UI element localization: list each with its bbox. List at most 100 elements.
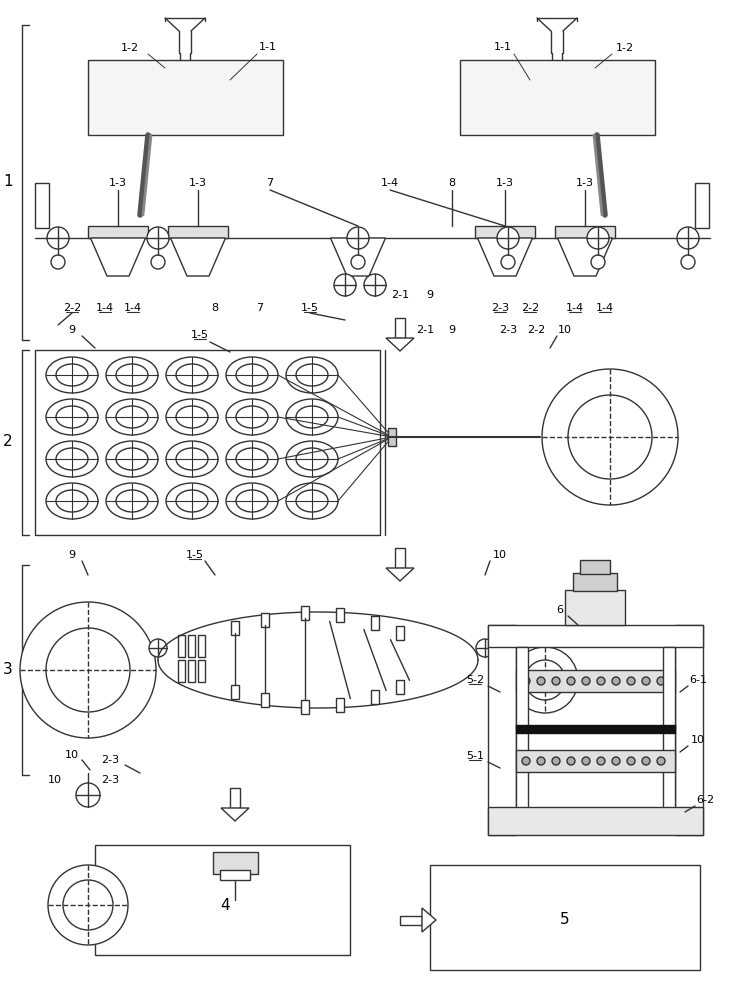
Text: 1-5: 1-5 <box>301 303 319 313</box>
Bar <box>35 350 380 535</box>
Circle shape <box>627 757 635 765</box>
Text: 2-1: 2-1 <box>391 290 409 300</box>
Text: 7: 7 <box>267 178 273 188</box>
Circle shape <box>567 757 575 765</box>
Circle shape <box>542 369 678 505</box>
Circle shape <box>364 274 386 296</box>
Circle shape <box>597 757 605 765</box>
Bar <box>488 807 703 835</box>
Text: 10: 10 <box>65 750 79 760</box>
Circle shape <box>522 757 530 765</box>
Text: 9: 9 <box>69 550 75 560</box>
Text: 2-1: 2-1 <box>416 325 434 335</box>
Polygon shape <box>90 238 145 276</box>
Bar <box>488 625 703 647</box>
Ellipse shape <box>176 448 208 470</box>
Ellipse shape <box>286 399 338 435</box>
Polygon shape <box>557 238 612 276</box>
Bar <box>336 608 344 622</box>
Bar <box>178 635 185 657</box>
Circle shape <box>552 677 560 685</box>
Circle shape <box>567 677 575 685</box>
Text: 1-4: 1-4 <box>566 303 584 313</box>
Circle shape <box>76 783 100 807</box>
Circle shape <box>568 395 652 479</box>
Bar <box>198 660 205 682</box>
Text: 1-4: 1-4 <box>124 303 142 313</box>
Text: 9: 9 <box>448 325 455 335</box>
Ellipse shape <box>106 483 158 519</box>
Bar <box>88 226 148 238</box>
Bar <box>580 560 610 574</box>
Polygon shape <box>171 238 226 276</box>
Ellipse shape <box>46 441 98 477</box>
Text: 1-5: 1-5 <box>186 550 204 560</box>
Text: 8: 8 <box>448 178 455 188</box>
Ellipse shape <box>166 483 218 519</box>
Text: 9: 9 <box>426 290 434 300</box>
Ellipse shape <box>56 490 88 512</box>
Text: 10: 10 <box>691 735 705 745</box>
Circle shape <box>522 677 530 685</box>
Ellipse shape <box>116 364 148 386</box>
Circle shape <box>597 677 605 685</box>
Ellipse shape <box>226 483 278 519</box>
Circle shape <box>501 255 515 269</box>
Text: 5-1: 5-1 <box>466 751 484 761</box>
Ellipse shape <box>106 441 158 477</box>
Ellipse shape <box>176 490 208 512</box>
Circle shape <box>681 255 695 269</box>
Circle shape <box>612 757 620 765</box>
Text: 2-2: 2-2 <box>521 303 539 313</box>
Bar <box>371 690 379 704</box>
Ellipse shape <box>296 490 328 512</box>
Bar <box>198 635 205 657</box>
Text: 2-3: 2-3 <box>101 755 119 765</box>
Bar <box>475 226 535 238</box>
Ellipse shape <box>116 490 148 512</box>
Bar <box>231 685 239 699</box>
Circle shape <box>51 255 65 269</box>
Circle shape <box>20 602 156 738</box>
Ellipse shape <box>226 441 278 477</box>
Text: 1: 1 <box>4 174 13 190</box>
Text: 3: 3 <box>3 662 13 678</box>
Text: 1-3: 1-3 <box>109 178 127 188</box>
Ellipse shape <box>46 399 98 435</box>
Circle shape <box>351 255 365 269</box>
Ellipse shape <box>296 448 328 470</box>
Bar <box>396 626 404 640</box>
Ellipse shape <box>286 357 338 393</box>
Text: 2-2: 2-2 <box>527 325 545 335</box>
Circle shape <box>151 255 165 269</box>
Text: 1-4: 1-4 <box>381 178 399 188</box>
Bar <box>95 845 350 955</box>
Text: 6-2: 6-2 <box>696 795 714 805</box>
Bar <box>395 548 405 568</box>
Bar <box>336 698 344 712</box>
Text: 1-2: 1-2 <box>121 43 139 53</box>
Ellipse shape <box>176 406 208 428</box>
Polygon shape <box>221 808 249 821</box>
Ellipse shape <box>46 357 98 393</box>
Circle shape <box>591 255 605 269</box>
Circle shape <box>657 677 665 685</box>
Circle shape <box>642 757 650 765</box>
Text: 6: 6 <box>557 605 563 615</box>
Ellipse shape <box>56 364 88 386</box>
Circle shape <box>48 865 128 945</box>
Bar <box>261 693 269 707</box>
Text: 1-4: 1-4 <box>96 303 114 313</box>
Polygon shape <box>386 338 414 351</box>
Circle shape <box>47 227 69 249</box>
Text: 10: 10 <box>48 775 62 785</box>
Text: 2-3: 2-3 <box>499 325 517 335</box>
Bar <box>675 625 703 835</box>
Bar <box>516 670 675 692</box>
Circle shape <box>587 227 609 249</box>
Ellipse shape <box>236 364 268 386</box>
Ellipse shape <box>106 357 158 393</box>
Ellipse shape <box>166 357 218 393</box>
Text: 4: 4 <box>221 898 229 912</box>
Ellipse shape <box>226 399 278 435</box>
